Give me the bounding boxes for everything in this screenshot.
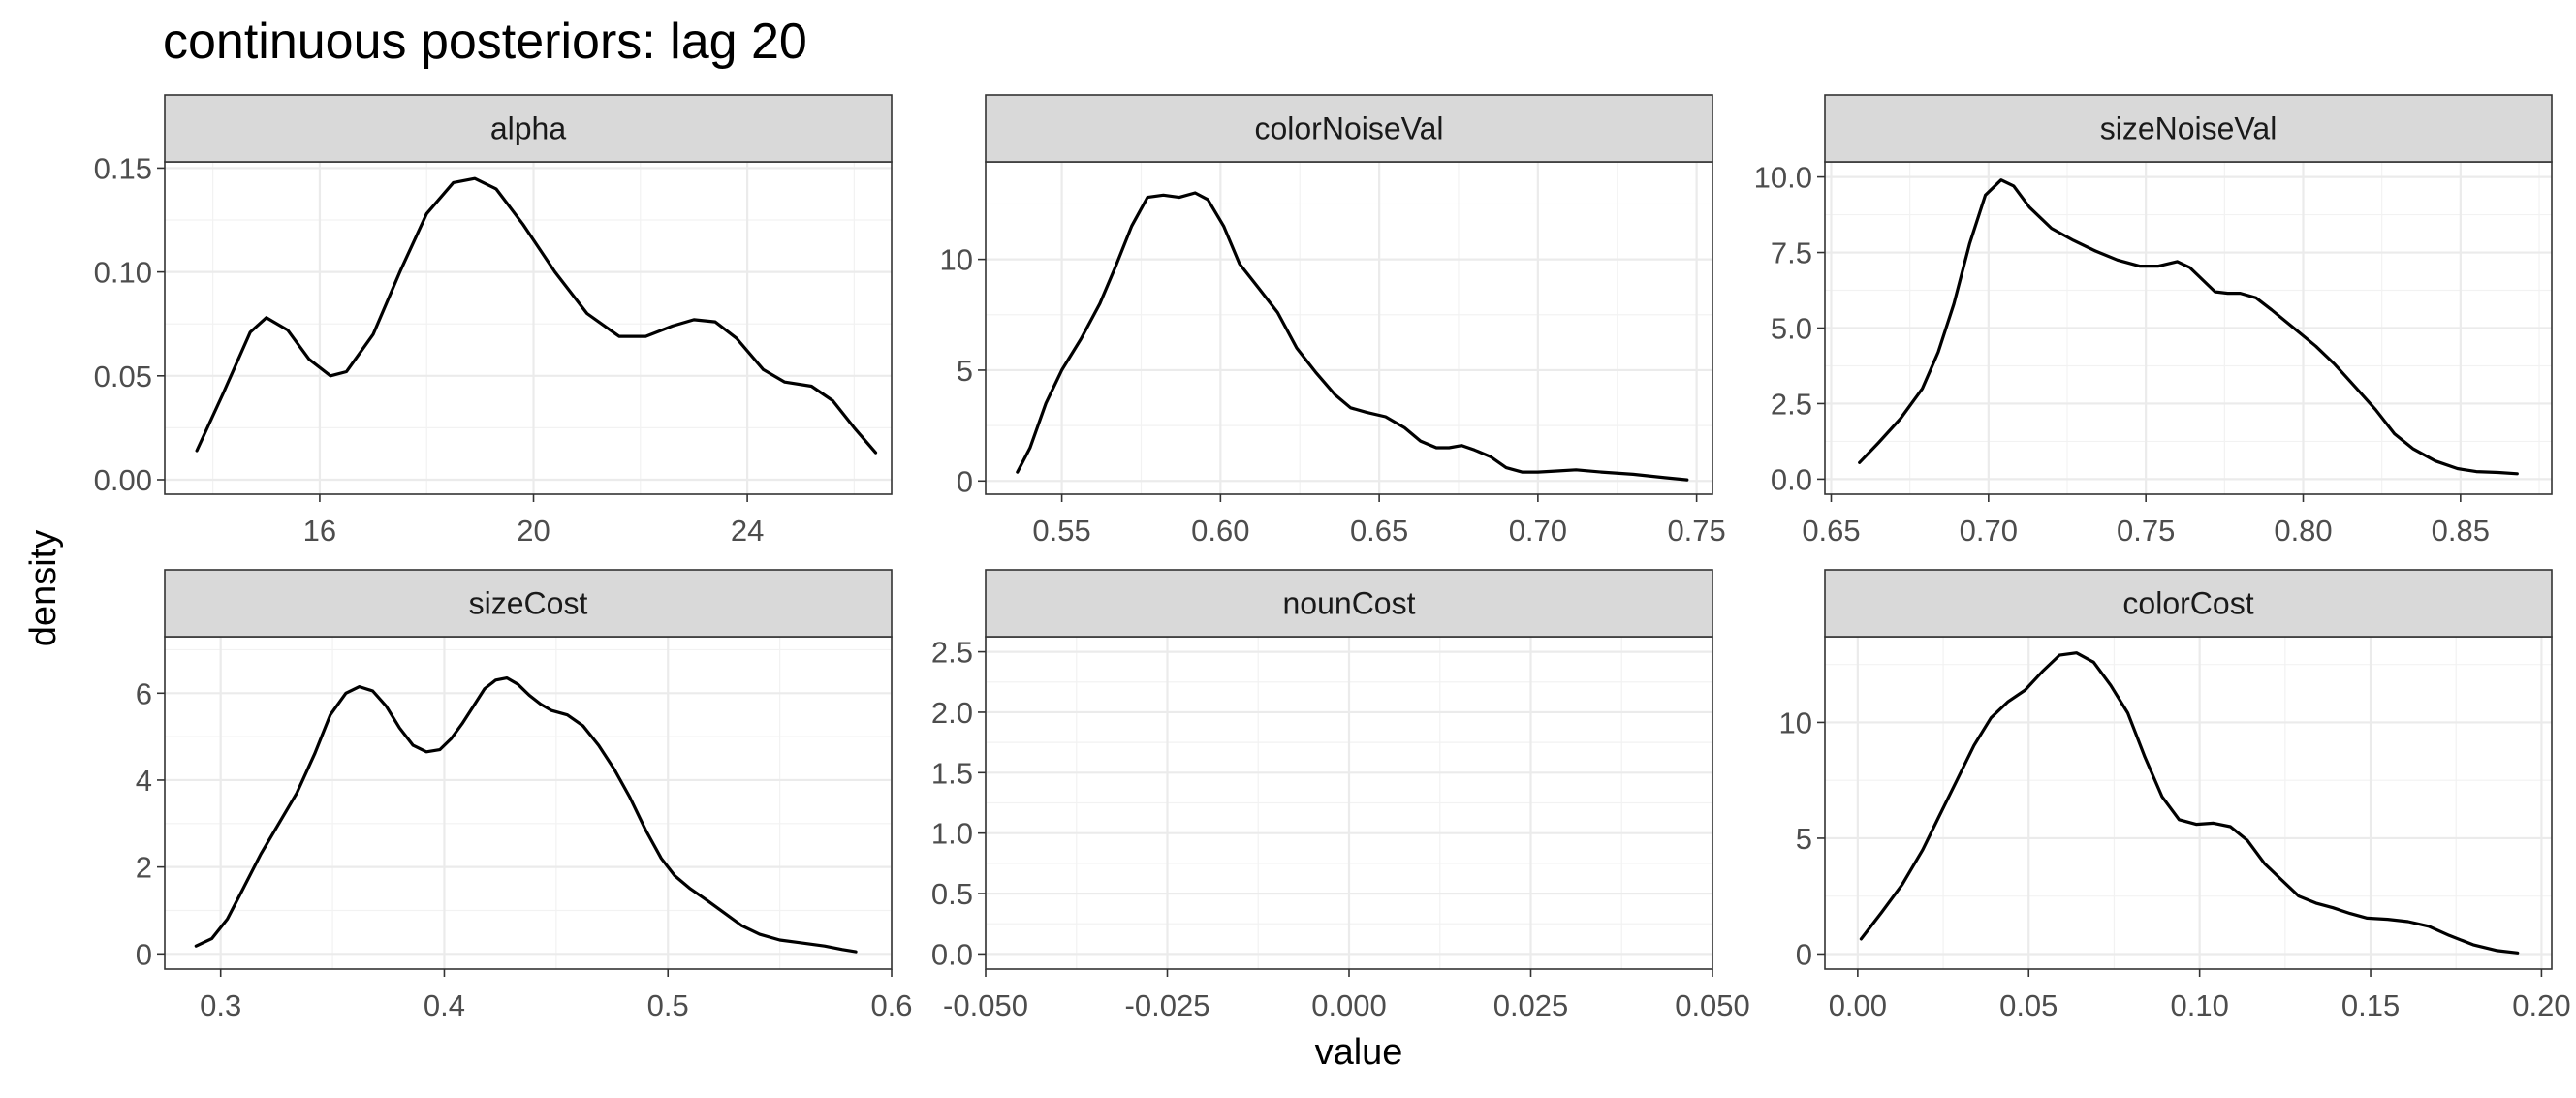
x-tick-label: -0.050	[943, 988, 1028, 1022]
y-tick-label: 0.0	[1771, 462, 1812, 496]
x-tick-label: 0.65	[1802, 514, 1860, 548]
facet-panel-sizeCost: sizeCost 0.3 0.4 0.5 0.6 0 2 4 6	[136, 569, 913, 1022]
density-curve-sizeCost	[194, 676, 858, 954]
density-curve-colorNoiseVal	[1016, 191, 1689, 482]
facet-strip-label: alpha	[490, 111, 567, 146]
x-tick-label: 0.70	[1960, 514, 2018, 548]
y-tick-label: 0	[136, 937, 152, 971]
facet-strip	[1824, 94, 2553, 163]
y-tick-label: 2	[136, 851, 152, 885]
x-tick-label: 0.70	[1509, 514, 1567, 548]
x-tick-label: 0.5	[647, 988, 689, 1022]
y-tick-label: 7.5	[1771, 236, 1812, 270]
panel-background	[1825, 637, 2552, 969]
y-tick-label: 1.0	[931, 817, 973, 851]
facet-panel-nounCost: nounCost -0.050 -0.025 0.000 0.025 0.050 0.0 0.…	[931, 569, 1750, 1022]
y-tick-label: 2.5	[1771, 387, 1812, 421]
y-tick-label: 5	[1796, 822, 1812, 856]
x-tick-label: 0.20	[2512, 988, 2570, 1022]
facet-strip-label: sizeCost	[469, 586, 588, 621]
y-tick-label: 10	[1779, 706, 1812, 739]
y-tick-label: 0.0	[931, 937, 973, 971]
facet-strip	[985, 569, 1713, 638]
y-tick-label: 0	[957, 464, 973, 498]
facet-panel-alpha: alpha 16 20 24 0.00 0.05 0.10 0.15	[94, 94, 893, 548]
facet-strip-label: colorCost	[2122, 586, 2253, 621]
y-tick-label: 0	[1796, 937, 1812, 971]
x-tick-label: 20	[517, 514, 550, 548]
x-tick-label: 0.65	[1350, 514, 1408, 548]
x-tick-label: 0.75	[2117, 514, 2175, 548]
x-tick-label: 0.6	[870, 988, 912, 1022]
y-tick-label: 4	[136, 764, 152, 798]
x-tick-label: 0.55	[1032, 514, 1090, 548]
facet-panel-colorNoiseVal: colorNoiseVal 0.55 0.60 0.65 0.70 0.75 0 5 10	[940, 94, 1726, 548]
x-tick-label: 24	[731, 514, 764, 548]
density-curve-alpha	[195, 176, 878, 455]
y-tick-label: 1.5	[931, 756, 973, 790]
y-tick-label: 0.00	[94, 463, 152, 497]
x-tick-label: 0.025	[1493, 988, 1569, 1022]
x-tick-label: 0.00	[1829, 988, 1887, 1022]
y-tick-label: 2.0	[931, 696, 973, 730]
facet-panel-sizeNoiseVal: sizeNoiseVal 0.65 0.70 0.75 0.80 0.85 0.0 2.5 5.…	[1754, 94, 2553, 548]
x-tick-label: 0.15	[2341, 988, 2400, 1022]
y-tick-label: 5.0	[1771, 312, 1812, 346]
y-axis-title: density	[23, 530, 64, 646]
density-curve-colorCost	[1859, 651, 2520, 955]
facet-strip	[1824, 569, 2553, 638]
y-tick-label: 0.05	[94, 360, 152, 393]
x-tick-label: 0.85	[2432, 514, 2490, 548]
x-tick-label: 0.3	[200, 988, 241, 1022]
x-tick-label: 0.10	[2170, 988, 2228, 1022]
x-tick-label: 0.000	[1311, 988, 1387, 1022]
y-tick-label: 10.0	[1754, 161, 1812, 195]
chart-title: continuous posteriors: lag 20	[163, 14, 807, 70]
facet-strip	[164, 94, 893, 163]
x-axis-title: value	[1315, 1032, 1403, 1073]
x-tick-label: 0.4	[424, 988, 465, 1022]
y-tick-label: 0.5	[931, 877, 973, 911]
facet-strip	[164, 569, 893, 638]
panel-background	[986, 162, 1712, 494]
x-tick-label: 0.050	[1675, 988, 1750, 1022]
facet-strip-label: nounCost	[1283, 586, 1416, 621]
y-tick-label: 6	[136, 676, 152, 710]
facet-strip-label: colorNoiseVal	[1254, 111, 1443, 146]
y-tick-label: 5	[957, 354, 973, 388]
y-tick-label: 10	[940, 243, 973, 277]
x-tick-label: 0.75	[1667, 514, 1725, 548]
x-tick-label: 0.80	[2274, 514, 2332, 548]
y-tick-label: 2.5	[931, 636, 973, 670]
y-tick-label: 0.10	[94, 256, 152, 290]
facet-panel-colorCost: colorCost 0.00 0.05 0.10 0.15 0.20 0 5 10	[1779, 569, 2571, 1022]
panel-background	[165, 162, 892, 494]
panel-background	[165, 637, 892, 969]
x-tick-label: 16	[303, 514, 336, 548]
density-curve-sizeNoiseVal	[1858, 178, 2519, 476]
facet-strip	[985, 94, 1713, 163]
x-tick-label: 0.60	[1191, 514, 1249, 548]
y-tick-label: 0.15	[94, 151, 152, 185]
x-tick-label: -0.025	[1125, 988, 1210, 1022]
x-tick-label: 0.05	[1999, 988, 2058, 1022]
facet-strip-label: sizeNoiseVal	[2100, 111, 2278, 146]
